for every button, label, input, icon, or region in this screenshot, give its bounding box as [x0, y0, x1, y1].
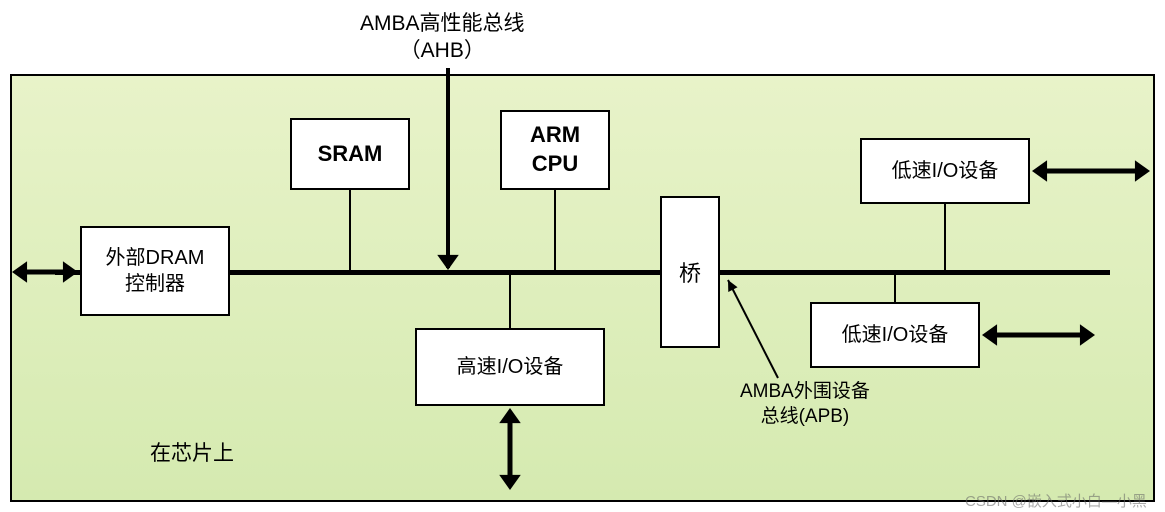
arrow-left-ext-icon: [12, 261, 78, 283]
watermark: CSDN @嵌入式小白—小黑: [965, 490, 1147, 511]
arrow-hsio-ext-icon: [499, 408, 521, 490]
arrow-apb-point-icon: [728, 280, 778, 378]
label-apb: AMBA外围设备 总线(APB): [740, 380, 870, 429]
node-hsio: 高速I/O设备: [415, 328, 605, 406]
arrow-lsio1-ext-icon: [1032, 160, 1150, 182]
node-arm: ARM CPU: [500, 110, 610, 190]
node-lsio2: 低速I/O设备: [810, 302, 980, 368]
arrow-ahb-down-icon: [437, 68, 459, 270]
label-on-chip: 在芯片上: [150, 440, 234, 467]
node-bridge: 桥: [660, 196, 720, 348]
node-dram: 外部DRAM 控制器: [80, 226, 230, 316]
node-lsio1: 低速I/O设备: [860, 138, 1030, 204]
arrow-lsio2-ext-icon: [982, 324, 1095, 346]
node-sram: SRAM: [290, 118, 410, 190]
